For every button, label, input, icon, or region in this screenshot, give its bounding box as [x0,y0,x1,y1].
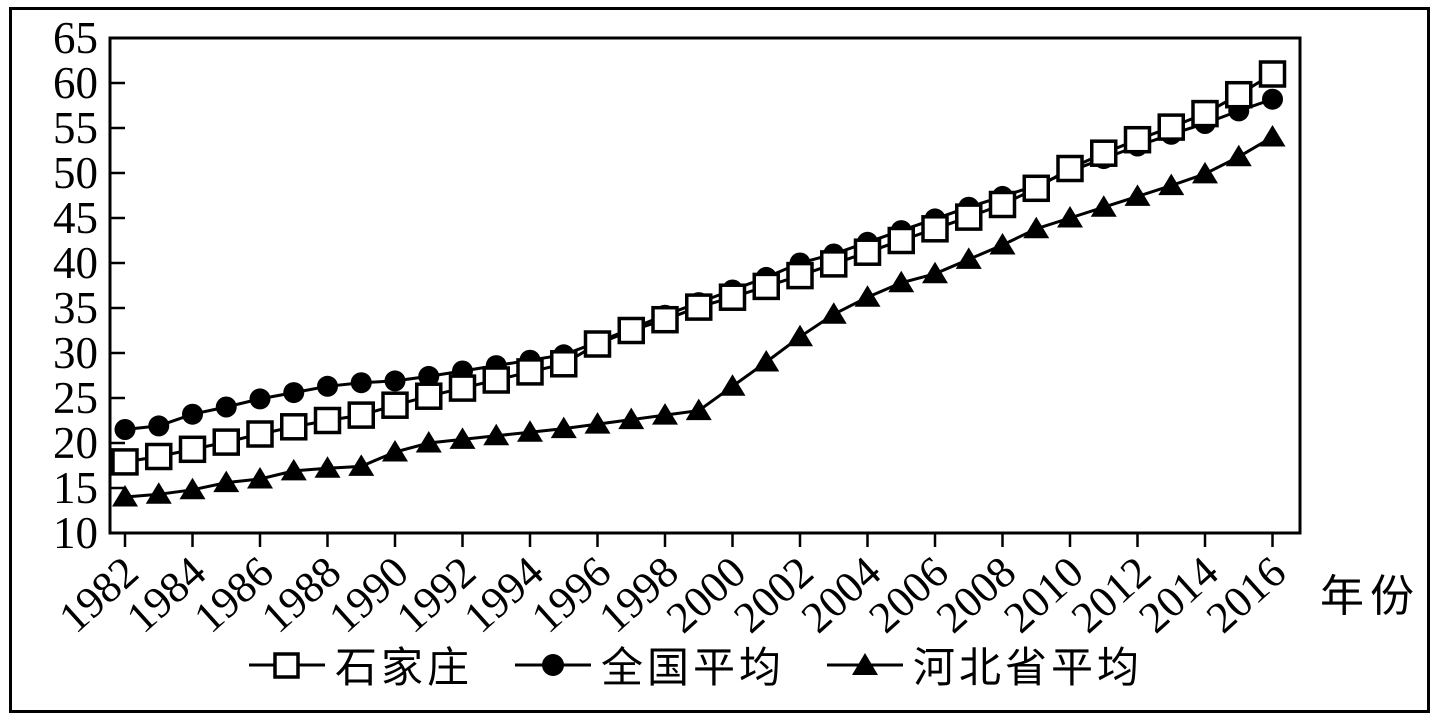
y-tick-label: 15 [53,463,98,513]
filled-triangle-marker-icon [827,652,903,675]
y-tick-label: 60 [53,58,98,108]
series-hebei-average [112,125,1286,507]
x-axis-title: 年份 [1320,572,1420,621]
y-tick-label: 30 [53,328,98,378]
legend-label-hebei-average: 河北省平均 [913,646,1144,692]
plot-box [108,36,1302,535]
filled-circle-marker-icon [514,653,591,676]
legend-item-shijiazhuang: 石家庄 [248,634,473,695]
x-axis: 1982198419861988199019921994199619982000… [50,533,1295,642]
y-tick-label: 45 [53,193,98,243]
x-tick-label: 2016 [1197,547,1295,642]
y-tick-label: 65 [53,13,98,63]
y-tick-label: 55 [53,103,98,153]
y-tick-label: 20 [53,418,98,468]
legend: 石家庄 全国平均 河北省平均 [0,634,1436,695]
series-shijiazhuang [111,60,1287,476]
legend-item-national-average: 全国平均 [514,634,785,695]
y-tick-label: 35 [53,283,98,333]
open-square-marker-icon [248,651,325,679]
legend-label-national-average: 全国平均 [600,646,785,692]
legend-item-hebei-average: 河北省平均 [827,634,1143,695]
y-tick-label: 40 [53,238,98,288]
legend-label-shijiazhuang: 石家庄 [334,646,473,692]
y-tick-label: 50 [53,148,98,198]
y-tick-label: 25 [53,373,98,423]
y-tick-label: 10 [53,508,98,558]
